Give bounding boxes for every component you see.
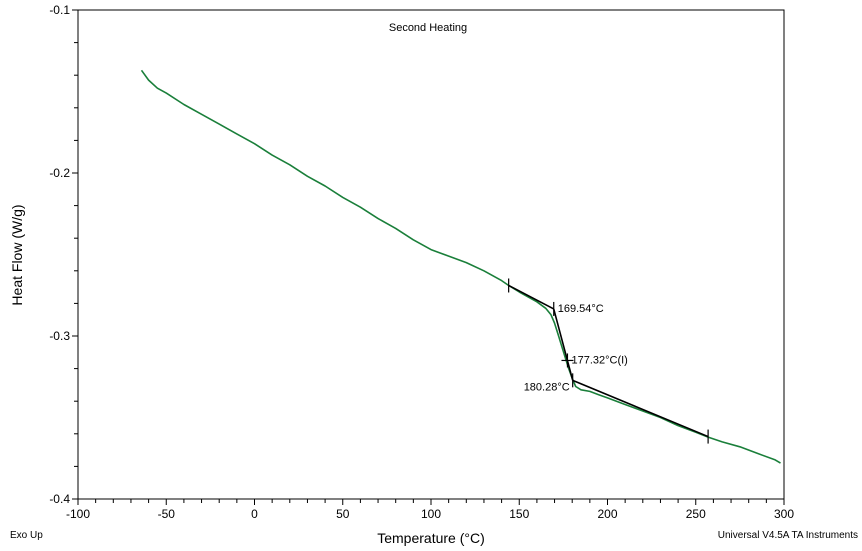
y-axis-ticks: -0.1 -0.2 -0.3 -0.4 [49, 3, 78, 506]
y-tick-label: -0.4 [49, 492, 70, 506]
x-tick-label: 250 [686, 507, 706, 521]
x-axis-ticks: -100 -50 0 50 100 150 200 250 300 [66, 499, 794, 521]
transition-annotation: 177.32°C(I) [571, 354, 627, 366]
y-axis-label: Heat Flow (W/g) [9, 204, 25, 305]
x-tick-label: 50 [336, 507, 350, 521]
x-tick-label: 100 [421, 507, 441, 521]
series-layer [140, 69, 781, 464]
transition-annotation: 180.28°C [524, 381, 570, 393]
heat-flow-curve [140, 69, 781, 464]
chart-title: Second Heating [389, 22, 467, 34]
tangent-line [508, 284, 555, 310]
y-tick-label: -0.3 [49, 329, 70, 343]
x-tick-label: 0 [251, 507, 258, 521]
x-tick-label: -50 [158, 507, 176, 521]
transition-annotation: 169.54°C [558, 303, 604, 315]
y-tick-label: -0.1 [49, 3, 70, 17]
tangent-line [572, 379, 709, 438]
x-tick-label: -100 [66, 507, 90, 521]
x-tick-label: 150 [509, 507, 529, 521]
analysis-layer: 169.54°C 177.32°C(I) 180.28°C [508, 278, 709, 444]
x-tick-label: 300 [774, 507, 794, 521]
x-axis-label: Temperature (°C) [377, 530, 485, 546]
tangent-line [552, 308, 574, 381]
y-tick-label: -0.2 [49, 166, 70, 180]
footer-exo-up: Exo Up [10, 530, 43, 541]
footer-software: Universal V4.5A TA Instruments [718, 530, 858, 541]
x-tick-label: 200 [597, 507, 617, 521]
